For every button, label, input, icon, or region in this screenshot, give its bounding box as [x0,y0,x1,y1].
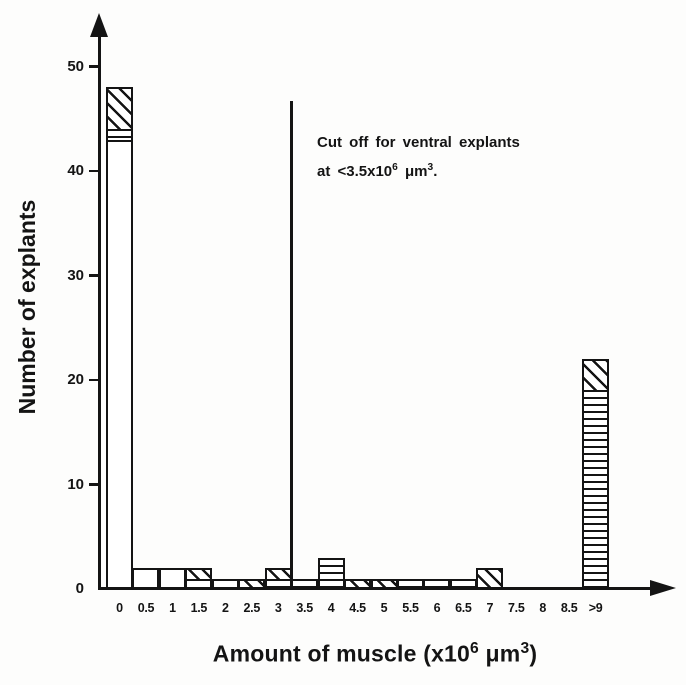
y-axis-line [98,32,101,589]
histogram-bar-2.5-diagonal [238,578,266,589]
histogram-bar-4-hlines [317,557,345,589]
x-axis-title-sup3: 3 [520,640,530,657]
cutoff-annotation-sup6: 6 [392,162,398,173]
y-tick-label-30: 30 [67,266,84,284]
x-axis-title: Amount of muscle (x106 μm3) [110,640,640,668]
histogram-bar->9-diagonal [582,359,610,393]
x-tick-label->9: >9 [588,601,603,615]
y-axis-tick-30 [89,274,99,277]
x-axis-title-text: Amount of muscle (x10 [212,640,471,667]
x-axis-title-sup6: 6 [470,640,479,657]
y-tick-label-20: 20 [67,371,84,388]
y-axis-tick-50 [89,65,99,68]
y-tick-label-0: 0 [75,580,84,597]
x-tick-label-8.5: 8.5 [560,601,578,615]
histogram-bar-1.5-diagonal [185,568,213,581]
cutoff-annotation-sup3: 3 [427,162,434,173]
histogram-bar-5-diagonal [370,578,398,589]
x-tick-label-4.5: 4.5 [349,601,366,615]
y-axis-arrow-icon [90,13,108,37]
histogram-bar-7-diagonal [476,568,504,589]
histogram-bar->9-hlines [582,390,610,589]
x-tick-label-2: 2 [221,601,229,615]
histogram-bar-3-diagonal [264,568,292,581]
histogram-bar-5.5-hlines [396,578,424,589]
histogram-bar-0.5-plain [132,568,160,589]
x-tick-label-7: 7 [486,601,494,615]
x-tick-label-3.5: 3.5 [296,601,313,615]
x-tick-label-6: 6 [433,601,441,615]
x-tick-label-1.5: 1.5 [190,601,208,615]
x-tick-label-0: 0 [116,601,123,615]
x-tick-label-4: 4 [327,601,335,615]
x-tick-label-6.5: 6.5 [455,601,472,615]
histogram-bar-0-diagonal [106,87,133,132]
x-tick-label-8: 8 [539,601,547,615]
x-tick-label-1: 1 [169,601,176,615]
histogram-bar-3.5-hlines [291,578,319,589]
cutoff-annotation-period: . [433,163,438,180]
y-tick-label-10: 10 [67,475,84,493]
cutoff-annotation: Cut off for ventral explants at <3.5x106… [317,130,607,184]
histogram-bar-1-plain [158,568,186,589]
y-tick-label-40: 40 [67,162,84,179]
x-tick-label-0.5: 0.5 [137,601,155,615]
x-tick-label-5.5: 5.5 [402,601,419,615]
y-axis-tick-40 [89,169,99,173]
x-axis-arrow-icon [650,580,676,596]
cutoff-line [290,101,293,589]
y-axis-tick-10 [89,483,99,486]
cutoff-annotation-unit: μm [397,163,428,180]
histogram-bar-6.5-hlines [449,578,477,589]
histogram-bar-2-plain [211,578,239,589]
x-tick-label-2.5: 2.5 [243,601,261,615]
x-axis-title-unit: μm [478,640,521,667]
y-axis-title: Number of explants [14,199,40,415]
x-tick-label-5: 5 [380,601,388,615]
x-tick-label-7.5: 7.5 [508,601,525,615]
cutoff-annotation-line1: Cut off for ventral explants [317,134,520,151]
y-axis-tick-20 [89,378,99,382]
histogram-bar-6-hlines [423,578,451,589]
x-axis-title-close-paren: ) [529,640,538,667]
y-tick-label-50: 50 [67,57,84,75]
x-tick-label-3: 3 [274,601,282,615]
histogram-bar-0-plain [106,139,133,589]
cutoff-annotation-value: at <3.5x10 [317,163,393,180]
cutoff-annotation-line2: at <3.5x106 μm3. [317,155,607,184]
histogram-bar-4.5-diagonal [344,578,372,589]
